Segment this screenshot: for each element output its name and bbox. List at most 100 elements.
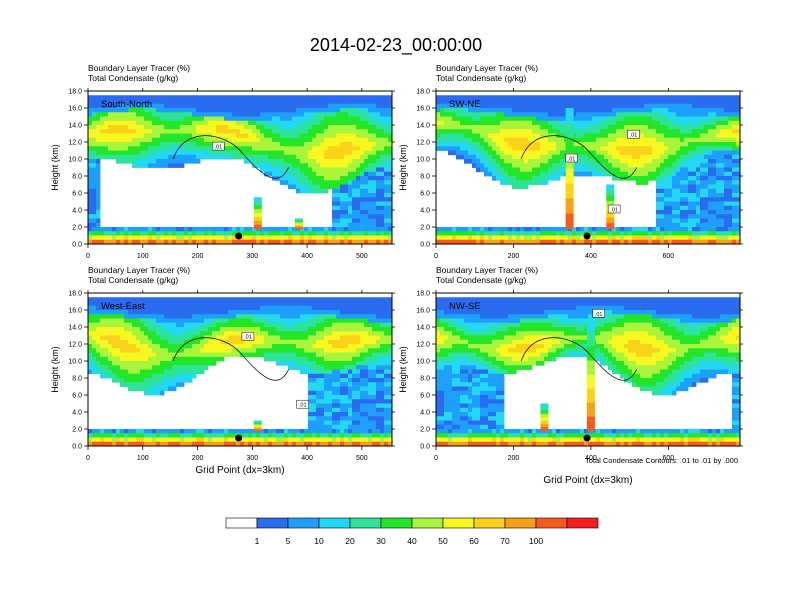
convective-column — [253, 428, 262, 430]
y-tick-label: 16.0 — [68, 308, 82, 315]
colorbar-label: 100 — [529, 536, 543, 546]
y-tick-label: 10.0 — [68, 157, 82, 164]
y-tick-label: 14.0 — [68, 123, 82, 130]
convective-column — [540, 417, 549, 421]
convective-column — [606, 190, 615, 197]
convective-column — [294, 227, 303, 230]
panel-header-line1: Boundary Layer Tracer (%) — [436, 63, 538, 73]
y-tick-label: 2.0 — [420, 225, 430, 232]
colorbar-swatch — [442, 517, 475, 529]
location-marker — [583, 232, 591, 240]
convective-column — [253, 425, 262, 428]
colorbar-label: 10 — [314, 536, 324, 546]
x-tick-label: 0 — [86, 253, 90, 260]
colorbar-swatch — [504, 517, 537, 529]
convective-column — [540, 427, 549, 432]
convective-column — [253, 220, 262, 226]
y-tick-label: 0.0 — [420, 444, 430, 451]
x-axis-label-bottom-left: Grid Point (dx=3km) — [195, 465, 284, 476]
y-tick-label: 6.0 — [72, 191, 82, 198]
convective-column — [586, 332, 595, 348]
x-tick-label: 100 — [137, 253, 149, 260]
colorbar-label: 30 — [376, 536, 386, 546]
contour-label-box — [296, 399, 309, 409]
x-tick-label: 400 — [585, 253, 597, 260]
convective-column — [586, 388, 595, 404]
y-tick-label: 8.0 — [420, 174, 430, 181]
x-tick-label: 400 — [301, 455, 313, 462]
convective-column — [253, 429, 262, 432]
plot-frame — [87, 90, 393, 245]
y-axis-label: Height (km) — [398, 346, 408, 393]
convective-column — [253, 209, 262, 214]
convective-column — [586, 318, 595, 334]
convective-column — [565, 123, 574, 139]
convective-column — [253, 420, 262, 423]
x-tick-label: 600 — [663, 455, 675, 462]
x-tick-label: 200 — [192, 455, 204, 462]
convective-column — [540, 420, 549, 425]
convective-column — [253, 201, 262, 206]
convective-column — [294, 221, 303, 223]
figure-title: 2014-02-23_00:00:00 — [310, 35, 482, 56]
x-tick-label: 300 — [246, 253, 258, 260]
y-tick-label: 8.0 — [72, 376, 82, 383]
convective-column — [294, 224, 303, 227]
colorbar-label: 20 — [345, 536, 355, 546]
x-tick-label: 400 — [301, 253, 313, 260]
colorbar-label: 70 — [500, 536, 510, 546]
panel-label: SW-NE — [449, 99, 481, 110]
contour-label: .01 — [568, 157, 576, 163]
panel-header-line2: Total Condensate (g/kg) — [88, 73, 178, 83]
convective-column — [606, 217, 615, 224]
convective-column — [540, 406, 549, 411]
contour-label: .01 — [595, 312, 603, 318]
convective-column — [294, 226, 303, 228]
convective-column — [586, 416, 595, 432]
colorbar-swatch — [287, 517, 320, 529]
convective-column — [565, 183, 574, 200]
colorbar-swatch — [225, 517, 258, 529]
heatmap-field: .01 — [436, 293, 740, 446]
y-tick-label: 0.0 — [420, 242, 430, 249]
convective-column — [565, 108, 574, 124]
convective-column — [253, 212, 262, 218]
colorbar-swatch — [380, 517, 413, 529]
y-tick-label: 16.0 — [416, 308, 430, 315]
contour-label: .01 — [630, 133, 638, 139]
panel-header-line1: Boundary Layer Tracer (%) — [436, 265, 538, 275]
y-tick-label: 12.0 — [416, 140, 430, 147]
convective-column — [540, 410, 549, 415]
x-tick-label: 500 — [356, 455, 368, 462]
x-tick-label: 200 — [508, 455, 520, 462]
x-tick-label: 0 — [86, 455, 90, 462]
y-tick-label: 0.0 — [72, 444, 82, 451]
y-tick-label: 4.0 — [420, 410, 430, 417]
x-tick-label: 100 — [137, 455, 149, 462]
y-tick-label: 10.0 — [416, 359, 430, 366]
y-tick-label: 4.0 — [420, 208, 430, 215]
y-tick-label: 12.0 — [68, 140, 82, 147]
y-tick-label: 6.0 — [420, 191, 430, 198]
y-tick-label: 0.0 — [72, 242, 82, 249]
x-tick-label: 400 — [585, 455, 597, 462]
y-axis-label: Height (km) — [398, 144, 408, 191]
convective-column — [540, 413, 549, 418]
condensate-contour — [520, 135, 637, 179]
y-tick-label: 4.0 — [72, 410, 82, 417]
x-tick-label: 0 — [434, 253, 438, 260]
convective-column — [565, 198, 574, 215]
convective-column — [606, 195, 615, 202]
convective-column — [253, 421, 262, 424]
contour-label-box — [212, 141, 225, 151]
y-axis-label: Height (km) — [50, 346, 60, 393]
panel-header-line2: Total Condensate (g/kg) — [436, 275, 526, 285]
y-tick-label: 10.0 — [68, 359, 82, 366]
location-marker — [235, 232, 243, 240]
convective-column — [253, 216, 262, 222]
y-tick-label: 14.0 — [68, 325, 82, 332]
y-tick-label: 12.0 — [68, 342, 82, 349]
colorbar-label: 50 — [438, 536, 448, 546]
y-tick-label: 16.0 — [68, 106, 82, 113]
contour-label-box — [627, 129, 640, 139]
